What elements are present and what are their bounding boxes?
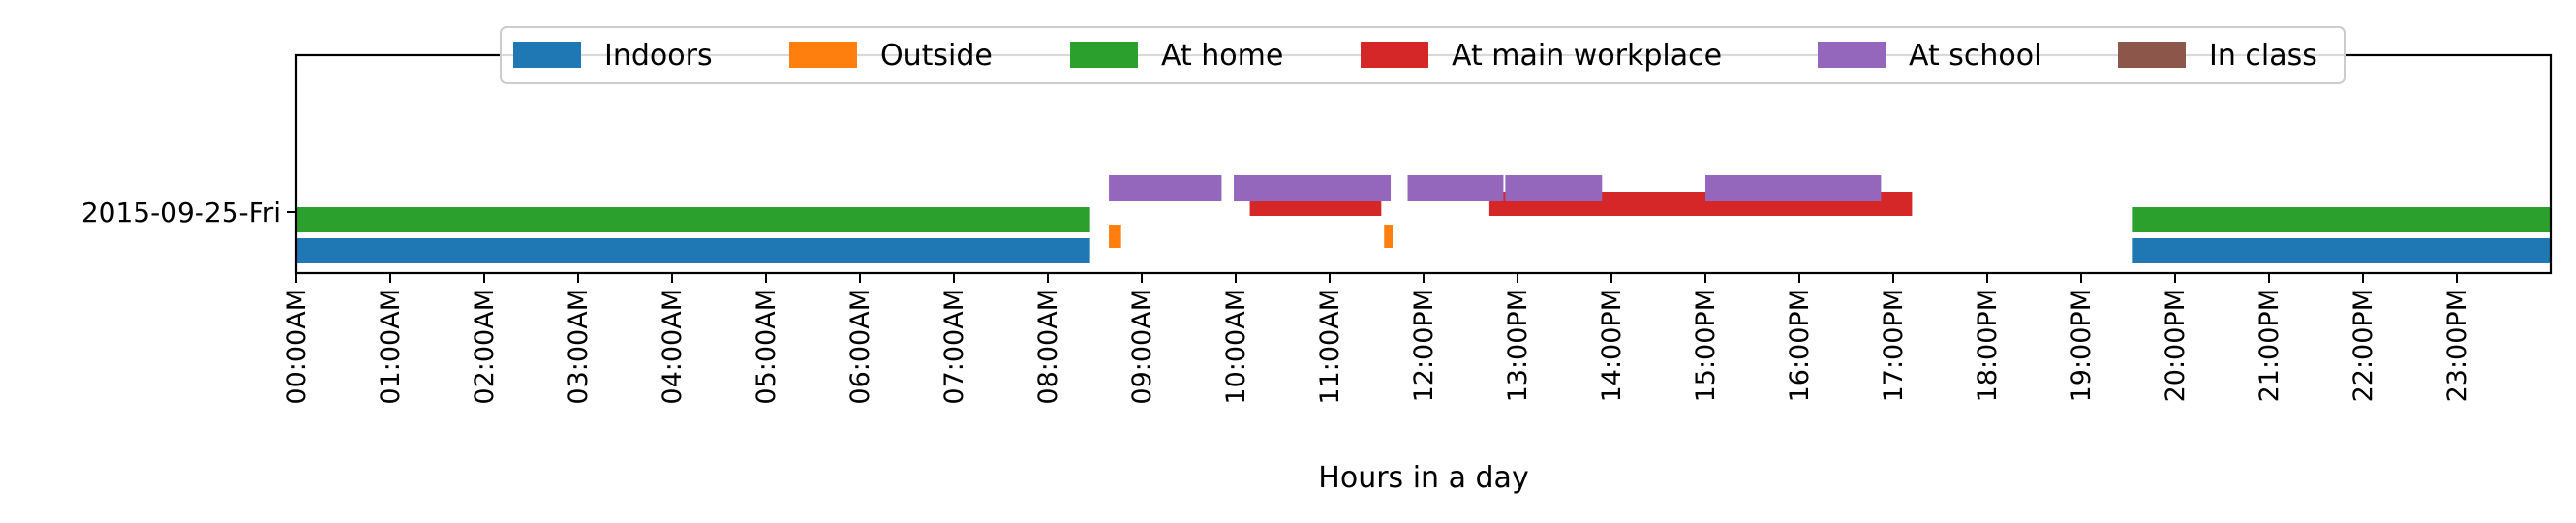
x-tick-label: 01:00AM (376, 289, 406, 405)
bar-at-home-1 (2132, 207, 2551, 232)
bar-outside-1 (1384, 225, 1393, 248)
legend-swatch-at-main-workplace (1361, 42, 1428, 68)
legend-label-outside: Outside (880, 39, 993, 73)
bar-indoors-0 (296, 238, 1090, 263)
x-tick-label: 11:00AM (1315, 289, 1345, 405)
x-tick-label: 18:00PM (1973, 289, 2003, 402)
x-tick-label: 05:00AM (751, 289, 782, 405)
x-tick-label: 03:00AM (564, 289, 594, 405)
x-tick-label: 15:00PM (1691, 289, 1721, 402)
x-tick-label: 12:00PM (1409, 289, 1439, 402)
activity-bars (296, 175, 2551, 263)
legend-swatch-at-school (1818, 42, 1886, 68)
x-tick-label: 21:00PM (2254, 289, 2285, 402)
x-tick-label: 17:00PM (1879, 289, 1909, 402)
legend-label-in-class: In class (2209, 39, 2317, 73)
x-axis-label: Hours in a day (1318, 461, 1528, 495)
x-tick-label: 22:00PM (2348, 289, 2378, 402)
legend-swatch-at-home (1070, 42, 1138, 68)
y-axis: 2015-09-25-Fri (81, 197, 296, 229)
x-axis-ticks: 00:00AM 01:00AM 02:00AM 03:00AM 04:00AM 05:00… (282, 273, 2472, 405)
x-tick-label: 20:00PM (2161, 289, 2191, 402)
x-tick-label: 00:00AM (282, 289, 312, 405)
bar-at-school-4 (1705, 175, 1882, 201)
bar-at-school-3 (1505, 175, 1603, 201)
bar-at-school-1 (1234, 175, 1392, 201)
bar-at-school-0 (1109, 175, 1222, 201)
y-tick-label: 2015-09-25-Fri (81, 197, 281, 229)
legend-label-at-main-workplace: At main workplace (1452, 39, 1722, 73)
bar-indoors-1 (2132, 238, 2551, 263)
x-tick-label: 16:00PM (1785, 289, 1815, 402)
legend-label-indoors: Indoors (604, 39, 713, 73)
x-tick-label: 04:00AM (658, 289, 688, 405)
bar-at-home-0 (296, 207, 1090, 232)
x-tick-label: 14:00PM (1597, 289, 1627, 402)
legend-swatch-in-class (2118, 42, 2186, 68)
x-tick-label: 19:00PM (2067, 289, 2097, 402)
legend-label-at-school: At school (1909, 39, 2041, 73)
legend-label-at-home: At home (1161, 39, 1283, 73)
x-tick-label: 07:00AM (939, 289, 969, 405)
x-tick-label: 23:00PM (2442, 289, 2472, 402)
x-tick-label: 09:00AM (1127, 289, 1157, 405)
x-tick-label: 08:00AM (1033, 289, 1063, 405)
legend-swatch-indoors (513, 42, 581, 68)
legend: Indoors Outside At home At main workplace At… (500, 26, 2346, 84)
x-tick-label: 02:00AM (470, 289, 500, 405)
legend-swatch-outside (789, 42, 857, 68)
x-tick-label: 10:00AM (1221, 289, 1251, 405)
bar-outside-0 (1109, 225, 1121, 248)
x-tick-label: 13:00PM (1503, 289, 1533, 402)
bar-at-school-2 (1407, 175, 1504, 201)
x-tick-label: 06:00AM (845, 289, 875, 405)
